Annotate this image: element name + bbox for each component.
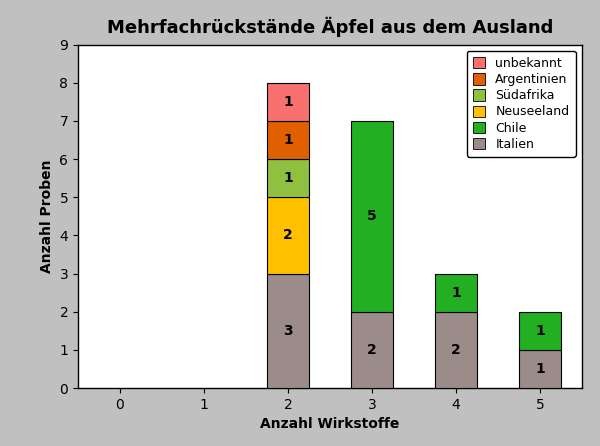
Bar [519,312,561,350]
Bar [267,121,309,159]
Text: 3: 3 [283,324,293,338]
Text: 2: 2 [451,343,461,357]
Text: 2: 2 [283,228,293,242]
Bar [519,350,561,388]
Legend: unbekannt, Argentinien, Südafrika, Neuseeland, Chile, Italien: unbekannt, Argentinien, Südafrika, Neuse… [467,51,576,157]
Text: 1: 1 [535,324,545,338]
Bar [435,312,477,388]
X-axis label: Anzahl Wirkstoffe: Anzahl Wirkstoffe [260,417,400,431]
Title: Mehrfachrückstände Äpfel aus dem Ausland: Mehrfachrückstände Äpfel aus dem Ausland [107,17,553,37]
Bar [435,273,477,312]
Bar [351,312,393,388]
Bar [267,273,309,388]
Text: 5: 5 [367,209,377,223]
Text: 1: 1 [535,362,545,376]
Bar [351,121,393,312]
Text: 1: 1 [283,95,293,109]
Y-axis label: Anzahl Proben: Anzahl Proben [40,160,54,273]
Text: 1: 1 [451,285,461,300]
Text: 1: 1 [283,133,293,147]
Text: 1: 1 [283,171,293,185]
Bar [267,83,309,121]
Bar [267,159,309,197]
Bar [267,197,309,273]
Text: 2: 2 [367,343,377,357]
